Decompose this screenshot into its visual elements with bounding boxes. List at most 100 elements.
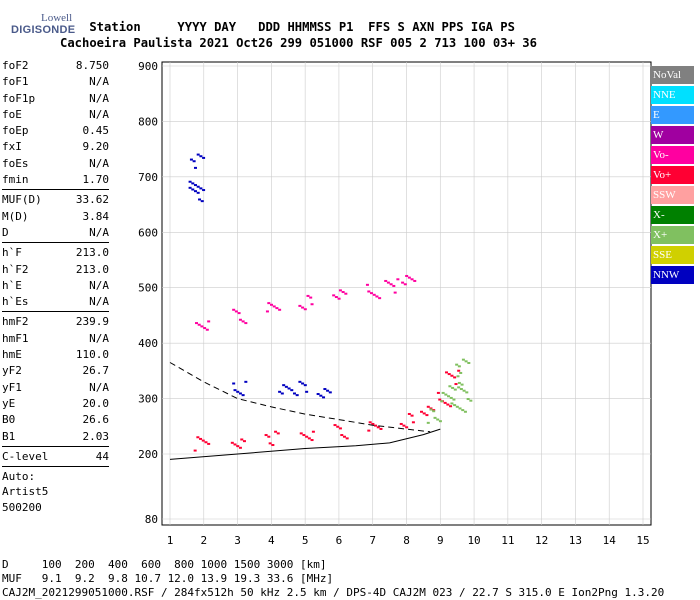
data-point: [371, 422, 375, 425]
x-tick-label: 12: [535, 534, 548, 547]
data-point: [420, 410, 424, 413]
file-info: CAJ2M_2021299051000.RSF / 284fx512h 50 k…: [2, 586, 665, 599]
data-point: [191, 182, 195, 185]
data-point: [310, 439, 314, 442]
data-point: [233, 443, 237, 446]
param-name: h`F: [2, 246, 22, 260]
data-point: [238, 392, 242, 395]
data-point: [469, 399, 473, 402]
data-point: [457, 369, 461, 372]
param-name: M(D): [2, 209, 29, 223]
data-point: [463, 410, 467, 413]
data-point: [405, 426, 409, 429]
legend-item: Vo+: [651, 166, 694, 184]
param-name: h`F2: [2, 262, 29, 276]
legend-item: X+: [651, 226, 694, 244]
param-row: h`F 213.0: [2, 245, 109, 261]
param-row: yF2 26.7: [2, 363, 109, 379]
data-point: [284, 385, 288, 388]
data-point: [337, 297, 341, 300]
data-point: [280, 392, 284, 395]
data-point: [467, 361, 471, 364]
data-point: [379, 427, 383, 430]
data-point: [244, 380, 248, 383]
data-point: [453, 388, 457, 391]
data-point: [240, 438, 244, 441]
data-point: [196, 153, 200, 156]
param-row: hmF1 N/A: [2, 331, 109, 347]
y-tick-label: 600: [138, 226, 158, 239]
data-point: [290, 389, 294, 392]
legend-item: X-: [651, 206, 694, 224]
data-point: [341, 291, 345, 294]
separator: [2, 242, 109, 244]
y-tick-label: 900: [138, 60, 158, 73]
data-point: [267, 435, 271, 438]
param-row: C-level 44: [2, 449, 109, 465]
data-point: [375, 295, 379, 298]
data-point: [232, 308, 236, 311]
legend: NoVal NNE E W Vo- Vo+ SSW X- X+ SSE NNW: [651, 66, 694, 286]
param-name: yF1: [2, 380, 22, 394]
param-name: fxI: [2, 140, 22, 154]
data-point: [425, 414, 429, 417]
param-name: hmF2: [2, 315, 29, 329]
data-point: [298, 304, 302, 307]
distance-row: D 100 200 400 600 800 1000 1500 3000 [km…: [2, 558, 327, 571]
data-point: [440, 400, 444, 403]
data-point: [407, 276, 411, 279]
param-row: MUF(D) 33.62: [2, 192, 109, 208]
x-tick-label: 10: [467, 534, 480, 547]
param-row: foE N/A: [2, 107, 109, 123]
data-point: [338, 289, 342, 292]
y-tick-label: 800: [138, 115, 158, 128]
legend-item: NNE: [651, 86, 694, 104]
data-point: [433, 416, 437, 419]
separator: [2, 466, 109, 468]
data-point: [334, 296, 338, 299]
data-point: [197, 323, 201, 326]
data-point: [464, 360, 468, 363]
data-point: [461, 358, 465, 361]
data-point: [205, 328, 209, 331]
data-point: [338, 427, 342, 430]
data-point: [311, 430, 315, 433]
data-point: [278, 390, 282, 393]
data-point: [466, 398, 470, 401]
data-point: [446, 403, 450, 406]
data-point: [234, 310, 238, 313]
data-point: [241, 394, 245, 397]
param-value: N/A: [89, 225, 109, 239]
data-point: [193, 166, 197, 169]
data-point: [426, 405, 430, 408]
data-point: [429, 408, 433, 411]
data-point: [202, 189, 206, 192]
data-point: [299, 432, 303, 435]
param-name: yF2: [2, 364, 22, 378]
data-point: [367, 429, 371, 432]
param-value: 239.9: [75, 315, 109, 329]
digisonde-logo: Lowell DIGISONDE: [3, 10, 75, 38]
data-point: [370, 292, 374, 295]
data-point: [195, 322, 199, 325]
data-point: [268, 442, 272, 445]
data-point: [265, 310, 269, 313]
data-point: [447, 373, 451, 376]
separator: [2, 311, 109, 313]
param-name: foE: [2, 107, 22, 121]
data-point: [307, 437, 311, 440]
data-point: [322, 396, 326, 399]
param-row: foEp 0.45: [2, 123, 109, 139]
separator: [2, 189, 109, 191]
logo-line1: Lowell: [41, 12, 73, 24]
data-point: [460, 383, 464, 386]
data-point: [305, 435, 309, 438]
data-point: [302, 434, 306, 437]
data-point: [198, 198, 202, 201]
x-tick-label: 7: [369, 534, 376, 547]
data-point: [453, 404, 457, 407]
param-row: hmF2 239.9: [2, 314, 109, 330]
param-row: foF1p N/A: [2, 91, 109, 107]
data-point: [298, 380, 302, 383]
data-point: [316, 393, 320, 396]
